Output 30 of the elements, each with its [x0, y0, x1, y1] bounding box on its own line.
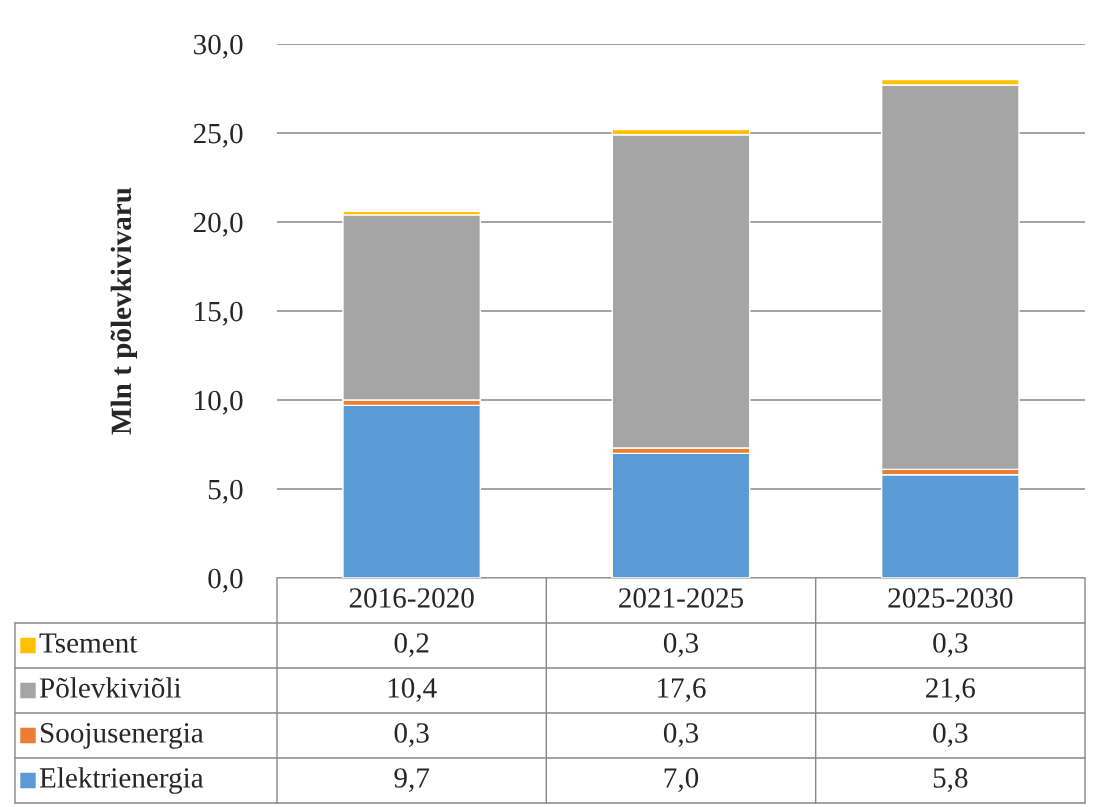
legend-label: Soojusenergia	[40, 723, 204, 749]
bar	[342, 404, 482, 578]
legend-label: Põlevkiviõli	[39, 677, 182, 698]
data-label: 0,3	[933, 723, 968, 747]
data-label: 0,3	[663, 633, 699, 657]
bar	[880, 474, 1020, 578]
data-label: 0,2	[394, 633, 429, 657]
y-tick-label: 30,0	[194, 34, 243, 59]
data-label: 5,8	[933, 768, 968, 792]
y-tick-label: 25,0	[193, 123, 243, 148]
legend-label: Tsement	[39, 633, 138, 653]
data-label: 0,3	[933, 633, 968, 657]
y-tick-label: 10,0	[195, 390, 243, 415]
bar	[611, 452, 751, 578]
data-label: 0,3	[394, 723, 429, 747]
data-label: 21,6	[926, 678, 975, 702]
legend-label: Elektrienergia	[39, 767, 204, 794]
data-label: 9,7	[394, 768, 430, 792]
data-label: 0,3	[663, 723, 699, 747]
y-tick-label: 5,0	[208, 479, 243, 504]
y-tick-label: 15,0	[195, 301, 243, 326]
x-tick-label: 2025-2030	[888, 588, 1013, 608]
x-tick-label: 2021-2025	[619, 588, 744, 608]
data-label: 10,4	[388, 678, 437, 702]
y-tick-label: 0,0	[208, 568, 243, 593]
data-label: 17,6	[658, 678, 706, 702]
y-axis-title: Mln t põlevkivivaru	[110, 187, 138, 435]
x-tick-label: 2016-2020	[349, 588, 474, 608]
data-label: 7,0	[664, 768, 699, 792]
y-tick-label: 20,0	[193, 212, 243, 237]
